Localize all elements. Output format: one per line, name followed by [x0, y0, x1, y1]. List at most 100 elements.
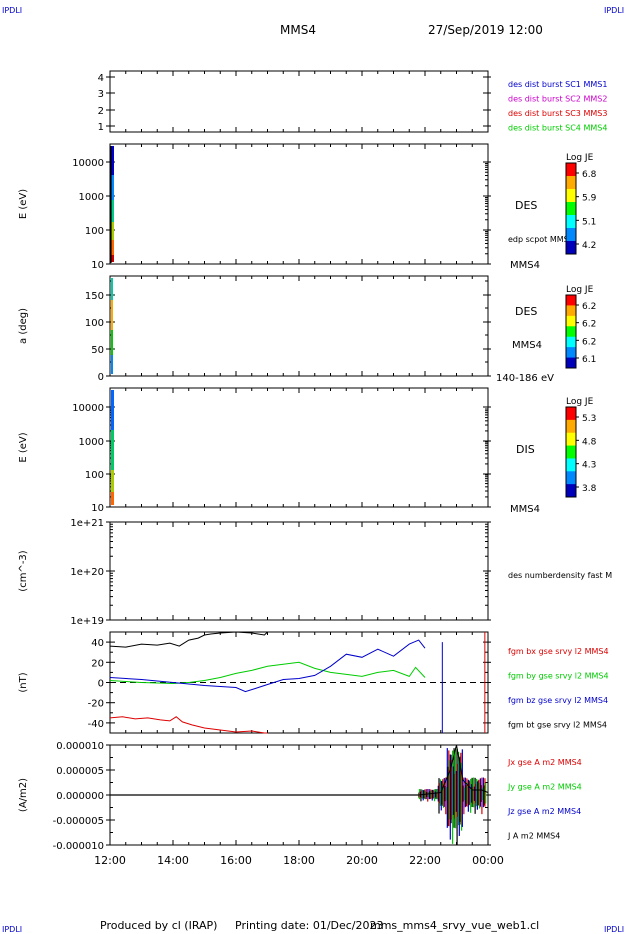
- fgm-series-line-4: [109, 639, 426, 693]
- fgm-legend-3: fgm bz gse srvy l2 MMS4: [508, 696, 608, 705]
- burst-legend-4: des dist burst SC4 MMS4: [508, 124, 607, 133]
- current-y-tick-label: 0.000000: [56, 791, 104, 802]
- corner-label-bottom-right: IPDLI: [604, 925, 624, 934]
- fgm-legend-4: fgm bt gse srvy l2 MMS4: [508, 721, 607, 730]
- des-energy-y-tick-label: 10: [91, 260, 104, 271]
- spectrogram-cell: [111, 255, 114, 262]
- dis-energy-y-tick-label: 1000: [79, 437, 104, 448]
- burst-legend-2: des dist burst SC2 MMS2: [508, 95, 607, 104]
- colorbar-segment: [566, 407, 576, 421]
- colorbar-tick-label: 4.8: [582, 437, 597, 447]
- des-pitch-y-tick-label: 50: [91, 345, 104, 356]
- current-legend-1: Jx gse A m2 MMS4: [507, 758, 582, 767]
- fgm-y-tick-label: 20: [91, 658, 104, 669]
- x-axis-tick-label: 12:00: [94, 854, 126, 867]
- des-energy-y-tick-label: 1000: [79, 192, 104, 203]
- spectrogram-cell: [111, 240, 114, 255]
- colorbar-segment: [566, 215, 576, 229]
- colorbar-tick-label: 3.8: [582, 484, 597, 494]
- des-pitch-colorbar: Log JE 6.2 6.2 6.2 6.1: [565, 285, 596, 369]
- des-energy-mms4-label: MMS4: [510, 260, 540, 271]
- header-spacecraft: MMS4: [280, 23, 316, 37]
- des-energy-y-tick-label: 10000: [72, 158, 104, 169]
- current-series: [110, 744, 489, 845]
- fgm-series-line-3: [109, 661, 426, 685]
- colorbar-segment: [566, 202, 576, 216]
- colorbar-segment: [566, 484, 576, 498]
- burst-legend-1: des dist burst SC1 MMS1: [508, 80, 607, 89]
- burst-y-tick-label: 1: [98, 122, 104, 133]
- density-y-tick-label: 1e+19: [70, 616, 104, 627]
- spectrogram-cell: [111, 222, 114, 240]
- x-axis-tick-label: 18:00: [283, 854, 315, 867]
- footer-file: mms_mms4_srvy_vue_web1.cl: [370, 919, 539, 932]
- des-pitch-spectrogram: [111, 278, 113, 374]
- des-energy-y-tick-label: 100: [85, 226, 104, 237]
- colorbar-segment: [566, 241, 576, 255]
- spectrogram-cell: [111, 390, 114, 430]
- colorbar-title: Log JE: [566, 397, 594, 407]
- colorbar-tick-label: 5.3: [582, 414, 596, 424]
- panel-density-frame: [109, 521, 489, 621]
- colorbar-segment: [566, 336, 576, 348]
- colorbar-tick-label: 6.2: [582, 320, 596, 330]
- density-ylabel: (cm^-3): [18, 550, 29, 591]
- current-total-line: [110, 744, 489, 796]
- colorbar-tick-label: 5.9: [582, 194, 597, 204]
- spectrogram-cell: [111, 146, 114, 175]
- colorbar-tick-label: 4.3: [582, 461, 596, 471]
- fgm-series-line-2: [109, 716, 268, 734]
- des-pitch-ylabel: a (deg): [18, 308, 29, 344]
- panel-des-energy-frame: [109, 143, 489, 265]
- colorbar-tick-label: 6.2: [582, 302, 596, 312]
- colorbar-tick-label: 6.8: [582, 170, 597, 180]
- fgm-y-tick-label: 40: [91, 638, 104, 649]
- density-y-tick-label: 1e+21: [70, 518, 104, 529]
- dis-energy-mms4-label: MMS4: [510, 504, 540, 515]
- x-axis-tick-label: 00:00: [472, 854, 504, 867]
- spectrogram-cell: [111, 175, 114, 200]
- dis-energy-ylabel: E (eV): [18, 432, 29, 462]
- colorbar-tick-label: 6.2: [582, 337, 596, 347]
- scpot-legend: edp scpot MMS4: [508, 235, 574, 244]
- colorbar-segment: [566, 176, 576, 190]
- colorbar-segment: [566, 163, 576, 177]
- des-pitch-y-tick-label: 100: [85, 318, 104, 329]
- current-y-tick-label: 0.000010: [56, 741, 104, 752]
- colorbar-tick-label: 5.1: [582, 217, 596, 227]
- colorbar-segment: [566, 445, 576, 459]
- burst-y-tick-label: 3: [98, 89, 104, 100]
- fgm-series-line-1: [109, 631, 268, 648]
- des-energy-colorbar: Log JE 6.8 5.9 5.1 4.2: [565, 153, 597, 255]
- des-energy-ylabel: E (eV): [18, 189, 29, 219]
- colorbar-segment: [566, 315, 576, 327]
- corner-label-top-right: IPDLI: [604, 6, 624, 15]
- current-legend-4: J A m2 MMS4: [507, 832, 560, 841]
- colorbar-segment: [566, 432, 576, 447]
- spectrogram-cell: [111, 355, 113, 374]
- x-axis-tick-label: 16:00: [220, 854, 252, 867]
- fgm-legend-2: fgm by gse srvy l2 MMS4: [508, 672, 609, 681]
- colorbar-title: Log JE: [566, 153, 594, 163]
- footer-produced-by: Produced by cl (IRAP): [100, 919, 217, 932]
- header-datetime: 27/Sep/2019 12:00: [428, 23, 543, 37]
- spectrogram-cell: [111, 200, 114, 222]
- panel-burst-frame: [109, 70, 489, 133]
- corner-label-bottom-left: IPDLI: [2, 925, 22, 934]
- colorbar-segment: [566, 295, 576, 306]
- colorbar-segment: [566, 326, 576, 338]
- corner-label-top-left: IPDLI: [2, 6, 22, 15]
- fgm-y-tick-label: -20: [88, 699, 104, 710]
- density-legend: des numberdensity fast M: [508, 571, 612, 580]
- current-ylabel: (A/m2): [18, 778, 29, 812]
- des-pitch-y-tick-label: 150: [85, 291, 104, 302]
- spectrogram-cell: [111, 470, 114, 492]
- des-pitch-energy-range: 140-186 eV: [496, 373, 554, 384]
- colorbar-segment: [566, 419, 576, 434]
- panel-dis-energy-frame: [109, 387, 489, 508]
- spectrogram-cell: [111, 300, 113, 330]
- colorbar-segment: [566, 357, 576, 369]
- current-legend-2: Jy gse A m2 MMS4: [507, 783, 582, 792]
- colorbar-frame: [565, 294, 577, 369]
